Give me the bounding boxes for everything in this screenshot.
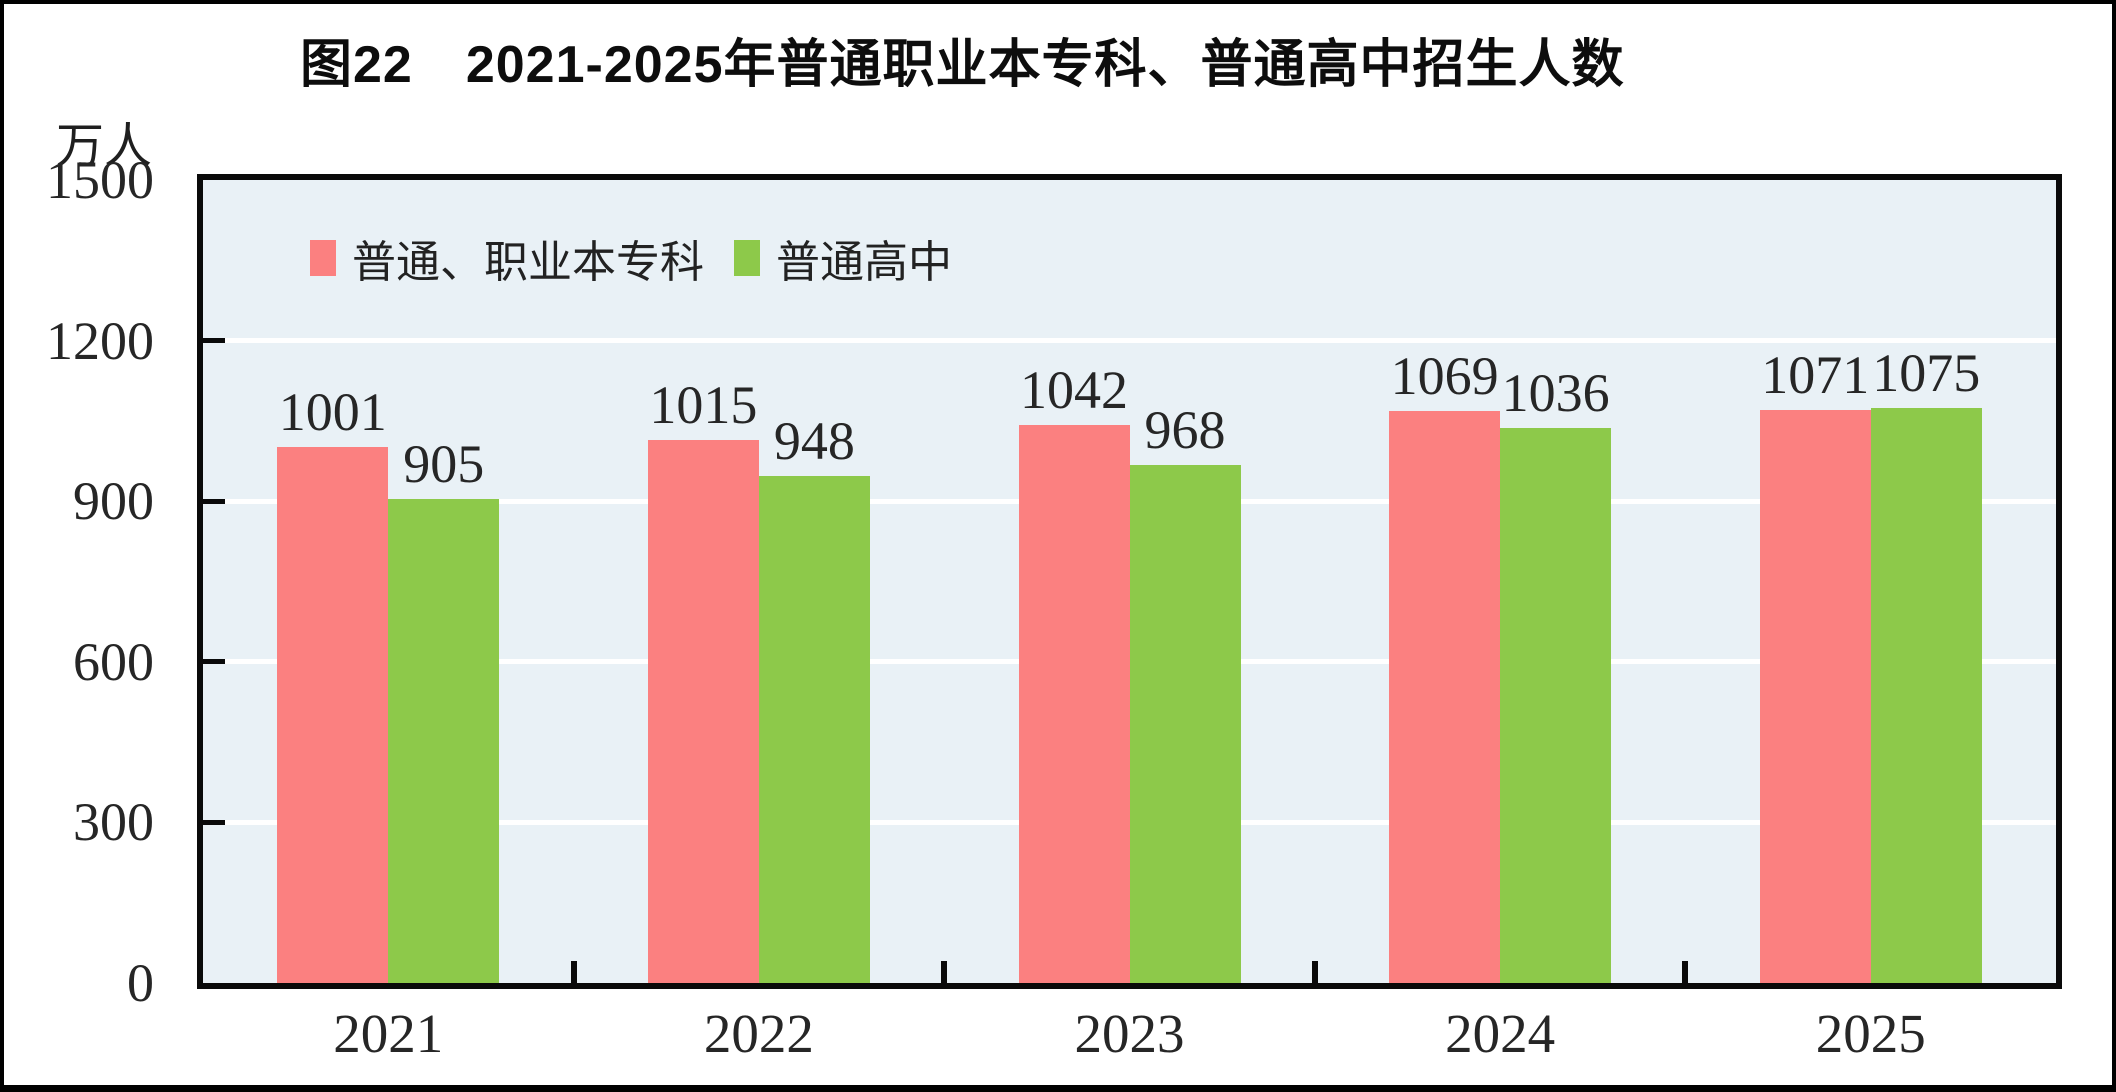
bar [647,439,759,983]
y-axis-tick-label: 1200 [46,310,154,371]
bar [1500,428,1612,983]
legend-entry: 普通、职业本专科 [310,226,704,290]
plot-area: 普通、职业本专科 普通高中 1001 905 1015 948 1042 968 1069 10… [197,174,2062,989]
bar-value-label: 1075 [1872,342,1981,403]
bar-value-label: 1071 [1761,344,1870,405]
gridline [203,338,2056,344]
bar [388,498,500,983]
bar [1389,410,1501,983]
y-axis-unit-label: 万人 [56,120,153,173]
bar-value-label: 1042 [1020,360,1128,421]
y-axis-tick-label: 1500 [46,150,154,210]
y-axis-tick [203,338,225,344]
bar [277,447,389,983]
bar [758,475,870,983]
y-axis-tick [203,819,225,825]
bar-value-label: 1001 [278,382,387,443]
legend-swatch-icon [734,240,760,276]
bar [1759,409,1871,983]
x-axis-tick-label: 2023 [1074,1003,1185,1064]
bar-value-label: 948 [773,410,855,471]
x-axis-tick-label: 2025 [1815,1003,1926,1064]
legend-label: 普通高中 [776,238,952,287]
chart-title: 图22 2021-2025年普通职业本专科、普通高中招生人数 [300,36,1625,94]
x-axis-tick-label: 2024 [1445,1003,1556,1064]
legend-entry: 普通高中 [734,226,952,290]
bar-value-label: 1036 [1501,363,1610,424]
bar [1870,407,1982,983]
x-axis-tick [941,961,948,983]
y-axis-tick-label: 0 [127,953,154,1013]
y-axis-tick [203,659,225,665]
bar [1018,425,1130,983]
plot-inner: 普通、职业本专科 普通高中 1001 905 1015 948 1042 968 1069 10… [203,180,2056,983]
bar-value-label: 1015 [649,374,758,435]
y-axis-tick-label: 900 [73,471,154,532]
x-axis-tick [1682,961,1689,983]
x-axis-tick [1311,961,1318,983]
legend-swatch-icon [310,240,336,276]
y-axis-tick-label: 300 [73,792,154,853]
bar [1129,464,1241,983]
y-axis-tick-labels: 0 300 600 900 1200 1500 [4,152,154,1011]
y-axis-tick-label: 600 [73,631,154,692]
x-axis-tick-label: 2021 [333,1003,444,1064]
legend: 普通、职业本专科 普通高中 [310,226,952,290]
x-axis-tick [570,961,577,983]
legend-label: 普通、职业本专科 [352,238,704,287]
x-axis-tick-label: 2022 [703,1003,814,1064]
x-axis-tick-labels: 2021 2022 2023 2024 2025 [4,1003,2112,1074]
bar-value-label: 968 [1144,399,1226,460]
y-axis-tick [203,498,225,504]
bar-value-label: 1069 [1390,345,1499,406]
bar-value-label: 905 [403,433,485,494]
